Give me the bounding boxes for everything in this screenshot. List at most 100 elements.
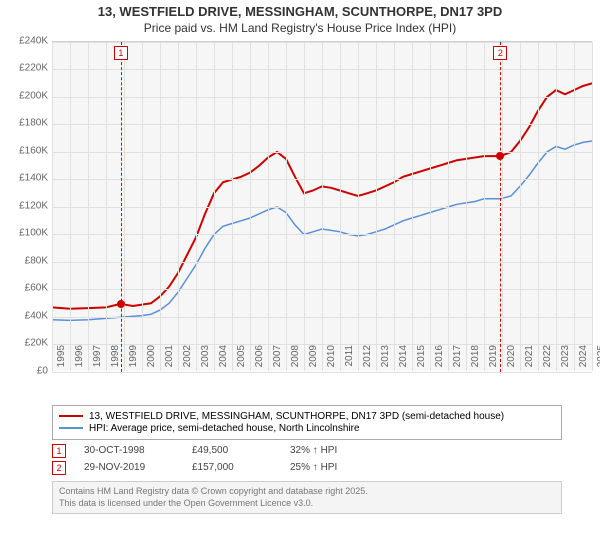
x-axis-tick: 2006 <box>254 345 265 375</box>
legend-label: 13, WESTFIELD DRIVE, MESSINGHAM, SCUNTHO… <box>89 411 504 422</box>
x-axis-tick: 2018 <box>470 345 481 375</box>
grid-line-v <box>592 42 593 371</box>
y-axis-tick: £40K <box>25 310 48 321</box>
legend-swatch <box>59 415 83 417</box>
event-price: £49,500 <box>192 445 272 456</box>
grid-line-v <box>376 42 377 371</box>
y-axis-tick: £140K <box>19 173 48 184</box>
footer-line2: This data is licensed under the Open Gov… <box>59 498 555 510</box>
x-axis-tick: 2012 <box>362 345 373 375</box>
marker-label: 2 <box>493 46 507 60</box>
marker-dot <box>496 152 504 160</box>
grid-line-v <box>88 42 89 371</box>
grid-line-v <box>106 42 107 371</box>
grid-line-v <box>520 42 521 371</box>
y-axis-tick: £220K <box>19 63 48 74</box>
x-axis-tick: 2019 <box>488 345 499 375</box>
x-axis-tick: 2013 <box>380 345 391 375</box>
event-marker-box: 1 <box>52 444 66 458</box>
event-row: 1 30-OCT-1998 £49,500 32% ↑ HPI <box>52 444 562 458</box>
y-axis-tick: £0 <box>37 365 48 376</box>
grid-line-v <box>574 42 575 371</box>
grid-line-v <box>340 42 341 371</box>
x-axis-tick: 1999 <box>128 345 139 375</box>
footer-line1: Contains HM Land Registry data © Crown c… <box>59 486 555 498</box>
x-axis-tick: 2025 <box>596 345 600 375</box>
y-axis-tick: £80K <box>25 255 48 266</box>
y-axis-tick: £180K <box>19 118 48 129</box>
grid-line-v <box>556 42 557 371</box>
event-price: £157,000 <box>192 462 272 473</box>
x-axis-tick: 2020 <box>506 345 517 375</box>
legend: 13, WESTFIELD DRIVE, MESSINGHAM, SCUNTHO… <box>52 405 562 440</box>
grid-line-v <box>484 42 485 371</box>
grid-line-v <box>430 42 431 371</box>
x-axis-tick: 2001 <box>164 345 175 375</box>
x-axis-tick: 1996 <box>74 345 85 375</box>
x-axis-tick: 2000 <box>146 345 157 375</box>
grid-line-v <box>358 42 359 371</box>
plot-region: 12 <box>52 41 592 371</box>
event-delta: 32% ↑ HPI <box>290 445 337 456</box>
y-axis-tick: £100K <box>19 228 48 239</box>
x-axis-tick: 2008 <box>290 345 301 375</box>
chart-area: 12 £0£20K£40K£60K£80K£100K£120K£140K£160… <box>8 41 592 401</box>
x-axis-tick: 2007 <box>272 345 283 375</box>
grid-line-v <box>412 42 413 371</box>
legend-swatch <box>59 427 83 429</box>
x-axis-tick: 2010 <box>326 345 337 375</box>
legend-item: HPI: Average price, semi-detached house,… <box>59 423 555 434</box>
event-marker-box: 2 <box>52 461 66 475</box>
x-axis-tick: 2002 <box>182 345 193 375</box>
marker-label: 1 <box>114 46 128 60</box>
x-axis-tick: 2022 <box>542 345 553 375</box>
x-axis-tick: 2016 <box>434 345 445 375</box>
x-axis-tick: 2021 <box>524 345 535 375</box>
marker-dot <box>117 300 125 308</box>
x-axis-tick: 2023 <box>560 345 571 375</box>
grid-line-v <box>70 42 71 371</box>
y-axis-tick: £200K <box>19 90 48 101</box>
footer-attribution: Contains HM Land Registry data © Crown c… <box>52 481 562 514</box>
grid-line-v <box>160 42 161 371</box>
x-axis-tick: 2011 <box>344 345 355 375</box>
x-axis-tick: 2017 <box>452 345 463 375</box>
grid-line-v <box>466 42 467 371</box>
marker-vline <box>500 42 501 372</box>
y-axis-tick: £20K <box>25 338 48 349</box>
grid-line-v <box>52 42 53 371</box>
y-axis-tick: £60K <box>25 283 48 294</box>
x-axis-tick: 2009 <box>308 345 319 375</box>
x-axis-tick: 2015 <box>416 345 427 375</box>
x-axis-tick: 2004 <box>218 345 229 375</box>
x-axis-tick: 2014 <box>398 345 409 375</box>
x-axis-tick: 2003 <box>200 345 211 375</box>
chart-title-line1: 13, WESTFIELD DRIVE, MESSINGHAM, SCUNTHO… <box>8 4 592 21</box>
grid-line-v <box>448 42 449 371</box>
grid-line-v <box>322 42 323 371</box>
event-table: 1 30-OCT-1998 £49,500 32% ↑ HPI 2 29-NOV-2019… <box>52 444 562 475</box>
y-axis-tick: £160K <box>19 145 48 156</box>
event-row: 2 29-NOV-2019 £157,000 25% ↑ HPI <box>52 461 562 475</box>
grid-line-v <box>286 42 287 371</box>
grid-line-v <box>214 42 215 371</box>
x-axis-tick: 1995 <box>56 345 67 375</box>
x-axis-tick: 1998 <box>110 345 121 375</box>
event-delta: 25% ↑ HPI <box>290 462 337 473</box>
x-axis-tick: 1997 <box>92 345 103 375</box>
x-axis-tick: 2024 <box>578 345 589 375</box>
grid-line-v <box>268 42 269 371</box>
event-date: 30-OCT-1998 <box>84 445 174 456</box>
grid-line-v <box>304 42 305 371</box>
chart-title-line2: Price paid vs. HM Land Registry's House … <box>8 21 592 35</box>
grid-line-v <box>196 42 197 371</box>
grid-line-v <box>502 42 503 371</box>
grid-line-v <box>124 42 125 371</box>
grid-line-v <box>178 42 179 371</box>
y-axis-tick: £240K <box>19 35 48 46</box>
x-axis-tick: 2005 <box>236 345 247 375</box>
grid-line-v <box>250 42 251 371</box>
event-date: 29-NOV-2019 <box>84 462 174 473</box>
legend-label: HPI: Average price, semi-detached house,… <box>89 423 360 434</box>
grid-line-v <box>232 42 233 371</box>
